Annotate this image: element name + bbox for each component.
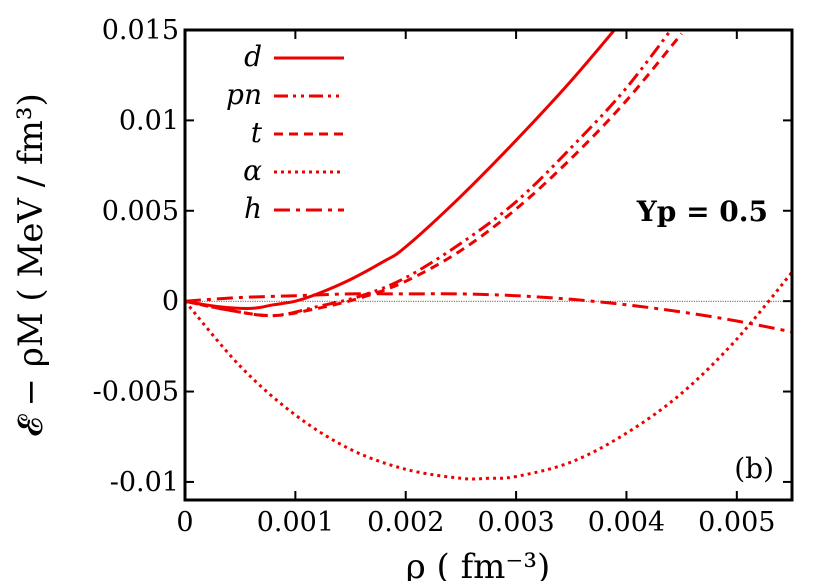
x-tick-label: 0.005: [698, 507, 775, 538]
legend-label: d: [244, 40, 262, 73]
series-group: [185, 30, 792, 481]
legend-label: t: [251, 116, 263, 149]
x-axis-title: ρ ( fm⁻³): [406, 547, 551, 581]
series-line-t: [185, 32, 683, 318]
x-tick-label: 0.003: [477, 507, 554, 538]
tick-label-group: 0 0.001 0.002 0.003 0.004 0.005 -0.01 -0.005 0 0.…: [93, 15, 776, 538]
plot-frame: [183, 28, 794, 502]
y-axis-title: 𝓔 − ρM ( MeV / fm³): [11, 93, 51, 437]
series-line-h: [185, 292, 792, 334]
tick-group: [184, 29, 792, 500]
y-tick-label: -0.01: [110, 467, 179, 498]
y-tick-label: 0.005: [102, 196, 179, 227]
panel-label: (b): [734, 452, 774, 485]
x-tick-label: 0.002: [367, 507, 444, 538]
series-line-d: [185, 30, 617, 310]
x-tick-label: 0.004: [588, 507, 665, 538]
series-line-α: [185, 271, 792, 481]
yp-annotation: Yp = 0.5: [636, 195, 768, 228]
y-tick-label: 0.015: [102, 15, 179, 46]
legend-label: α: [243, 154, 262, 187]
legend-label: h: [244, 192, 262, 225]
legend: d pn tαh: [226, 40, 344, 225]
legend-label: pn: [226, 78, 262, 111]
y-tick-label: 0.01: [119, 105, 179, 136]
y-tick-label: -0.005: [93, 377, 179, 408]
x-tick-label: 0.001: [257, 507, 334, 538]
x-tick-label: 0: [176, 507, 193, 538]
y-tick-label: 0: [162, 286, 179, 317]
